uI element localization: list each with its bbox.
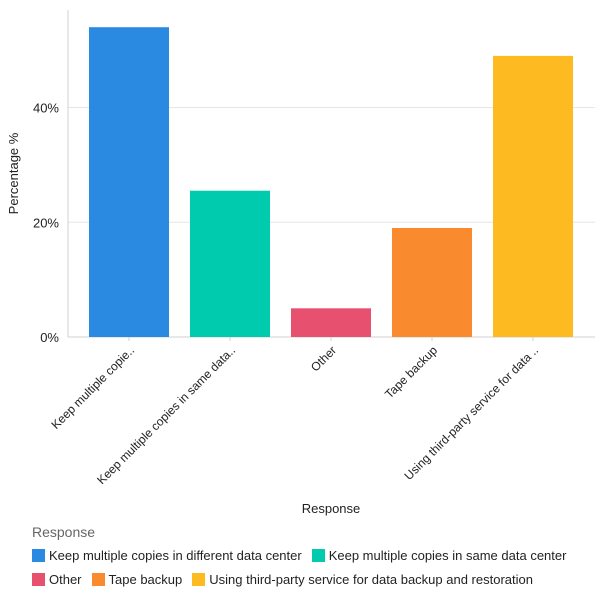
- legend-title: Response: [32, 524, 96, 540]
- x-tick-label: Other: [308, 343, 339, 374]
- bar: [190, 190, 270, 337]
- legend-swatch: [32, 572, 45, 586]
- legend-label: Other: [49, 571, 82, 587]
- legend: Response Keep multiple copies in differe…: [32, 524, 592, 588]
- legend-label: Keep multiple copies in same data center: [328, 547, 567, 563]
- legend-item[interactable]: Tape backup: [91, 570, 183, 588]
- x-tick-label: Keep multiple copie..: [48, 343, 137, 432]
- bar: [291, 308, 371, 337]
- legend-swatch: [192, 572, 206, 586]
- x-axis-title: Response: [302, 501, 361, 516]
- legend-item[interactable]: Using third-party service for data backu…: [192, 570, 533, 588]
- y-axis-title: Percentage %: [6, 132, 21, 214]
- legend-label: Using third-party service for data backu…: [209, 571, 533, 587]
- legend-item[interactable]: Keep multiple copies in same data center: [311, 546, 567, 564]
- legend-label: Keep multiple copies in different data c…: [49, 547, 302, 563]
- legend-swatch: [91, 572, 105, 586]
- x-tick-label: Tape backup: [382, 343, 440, 401]
- legend-item[interactable]: Other: [32, 570, 82, 588]
- legend-label: Tape backup: [108, 571, 183, 587]
- legend-item[interactable]: Keep multiple copies in different data c…: [32, 546, 302, 564]
- bar: [89, 27, 169, 338]
- y-tick-label: 20%: [33, 215, 59, 230]
- legend-items: Keep multiple copies in different data c…: [32, 546, 592, 588]
- y-tick-label: 40%: [33, 101, 59, 116]
- y-tick-label: 0%: [40, 330, 59, 345]
- bar: [392, 228, 472, 337]
- bar: [493, 55, 573, 337]
- legend-swatch: [311, 548, 325, 562]
- legend-swatch: [32, 548, 45, 562]
